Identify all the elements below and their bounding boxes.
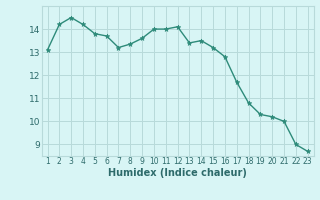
X-axis label: Humidex (Indice chaleur): Humidex (Indice chaleur): [108, 168, 247, 178]
